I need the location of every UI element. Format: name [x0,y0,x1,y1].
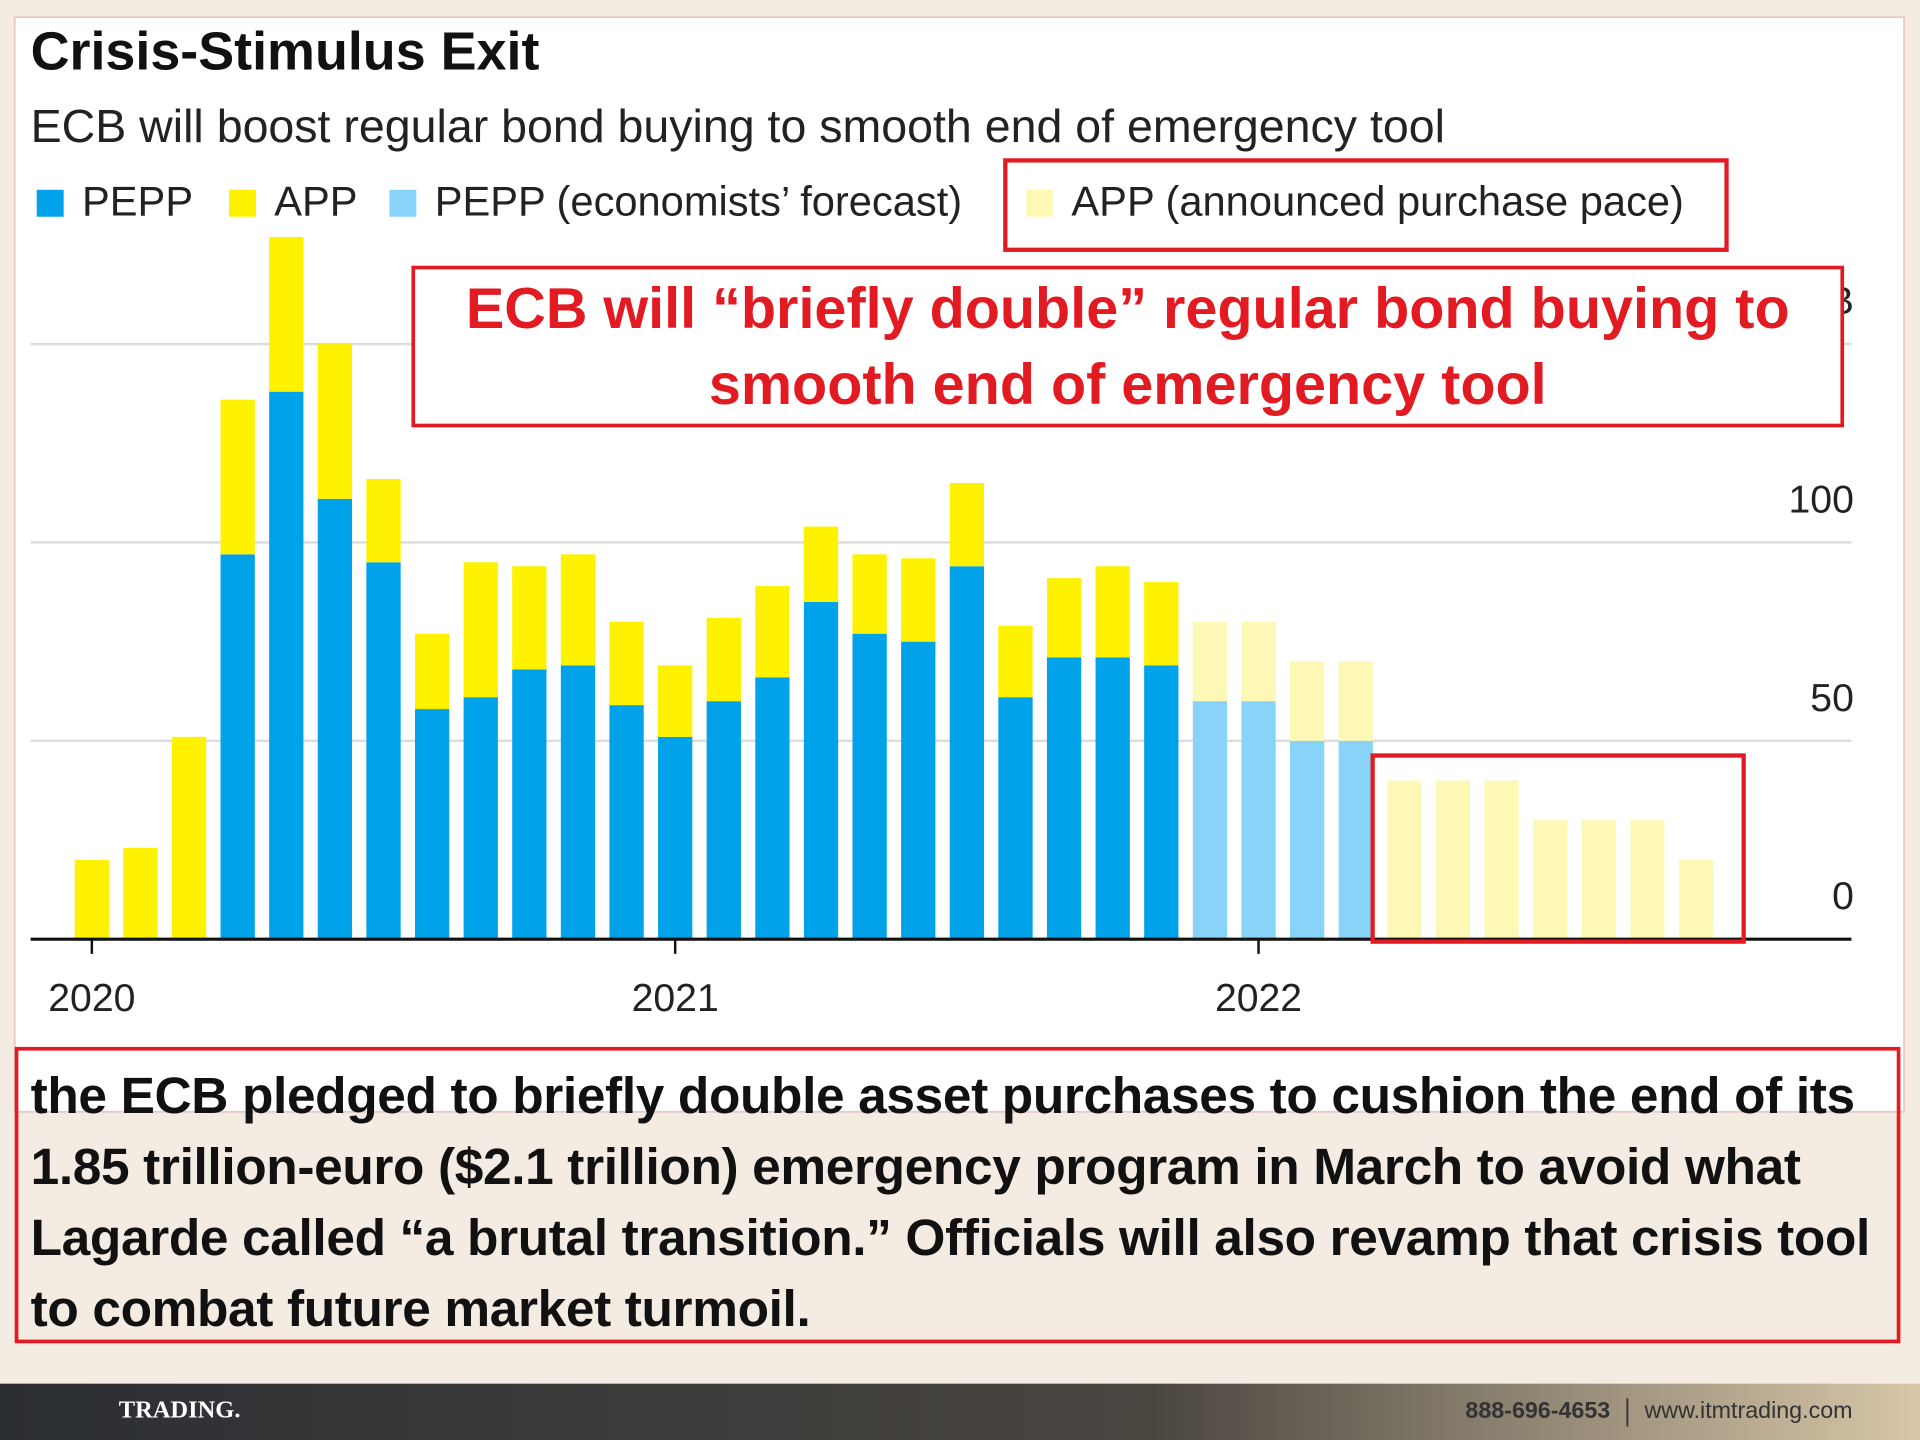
bar-segment [1387,780,1422,940]
legend-swatch [36,189,64,217]
bar-segment [512,669,547,940]
y-tick-label: 0 [1832,875,1854,918]
bar-segment [560,554,596,666]
legend-label: APP [274,177,357,224]
legend-label: PEPP (economists’ forecast) [435,177,962,224]
bar-segment [1338,740,1373,940]
footer-url: www.itmtrading.com [1643,1397,1852,1423]
bar-segment [1630,820,1665,940]
bar-segment [706,617,741,702]
x-tick-label: 2022 [1215,977,1302,1020]
legend-swatch [1026,189,1054,217]
bar-segment [1095,657,1130,940]
bar-segment [366,562,401,940]
bar-segment [1678,859,1714,940]
bar-segment [1533,820,1568,940]
bar-segment [317,498,353,940]
bar-segment [658,665,693,737]
bar-segment [414,709,450,940]
footer-bar [0,1383,1920,1440]
bar-segment [1144,582,1179,666]
x-tick-label: 2021 [632,977,719,1020]
bar-segment [852,633,887,940]
bar-segment [998,625,1033,698]
chart-title: Crisis-Stimulus Exit [31,21,540,81]
bar-segment [463,562,498,698]
bar-segment [755,586,790,678]
bar-segment [220,399,255,555]
bar-segment [658,736,693,940]
bar-segment [1046,657,1082,940]
bar-segment [609,705,644,940]
footer-logo: TRADING. [119,1396,241,1423]
legend-label: PEPP [82,177,193,224]
bar-segment [366,478,401,563]
bar-segment [1241,701,1276,940]
chart-subtitle: ECB will boost regular bond buying to sm… [31,100,1445,152]
y-tick-label: 50 [1810,677,1854,720]
bar-segment [1484,780,1519,940]
bar-segment [803,526,839,602]
bar-segment [949,566,985,940]
bar-segment [123,847,158,940]
bar-segment [1192,621,1228,702]
bar-segment [269,391,304,940]
bar-segment [803,601,839,940]
bar-segment [1290,740,1325,940]
bar-segment [1241,621,1276,702]
bar-segment [1095,566,1130,658]
bar-segment [1338,661,1373,741]
bar-segment [949,482,985,567]
bar-segment [706,701,741,940]
paragraph: the ECB pledged to briefly double asset … [14,1046,1901,1344]
highlight-box [1370,753,1746,944]
bar-segment [998,697,1033,940]
bar-segment [1581,820,1616,940]
bar-segment [1144,665,1179,940]
bar-segment [1435,780,1471,940]
bar-segment [755,677,790,940]
bar-segment [1290,661,1325,741]
bar-segment [512,566,547,670]
bar-segment [171,736,207,940]
bar-segment [269,236,304,392]
bar-segment [463,697,498,940]
bar-segment [220,554,255,940]
x-tick-label: 2020 [48,977,135,1020]
bar-segment [901,558,936,642]
highlight-box [1003,158,1729,252]
bar-segment [901,641,936,940]
bar-segment [560,665,596,940]
footer-phone: 888-696-4653 [1465,1397,1610,1423]
bar-segment [414,633,450,710]
legend-label: APP (announced purchase pace) [1071,177,1683,224]
legend-swatch [389,189,417,217]
bar-segment [1046,578,1082,658]
bar-segment [609,621,644,706]
bar-segment [852,554,887,634]
y-tick-label: 100 [1789,478,1854,521]
legend-swatch [228,189,256,217]
bar-segment [317,344,353,499]
bar-segment [74,859,109,940]
annotation: ECB will “briefly double” regular bond b… [411,265,1845,428]
bar-segment [1192,701,1228,940]
